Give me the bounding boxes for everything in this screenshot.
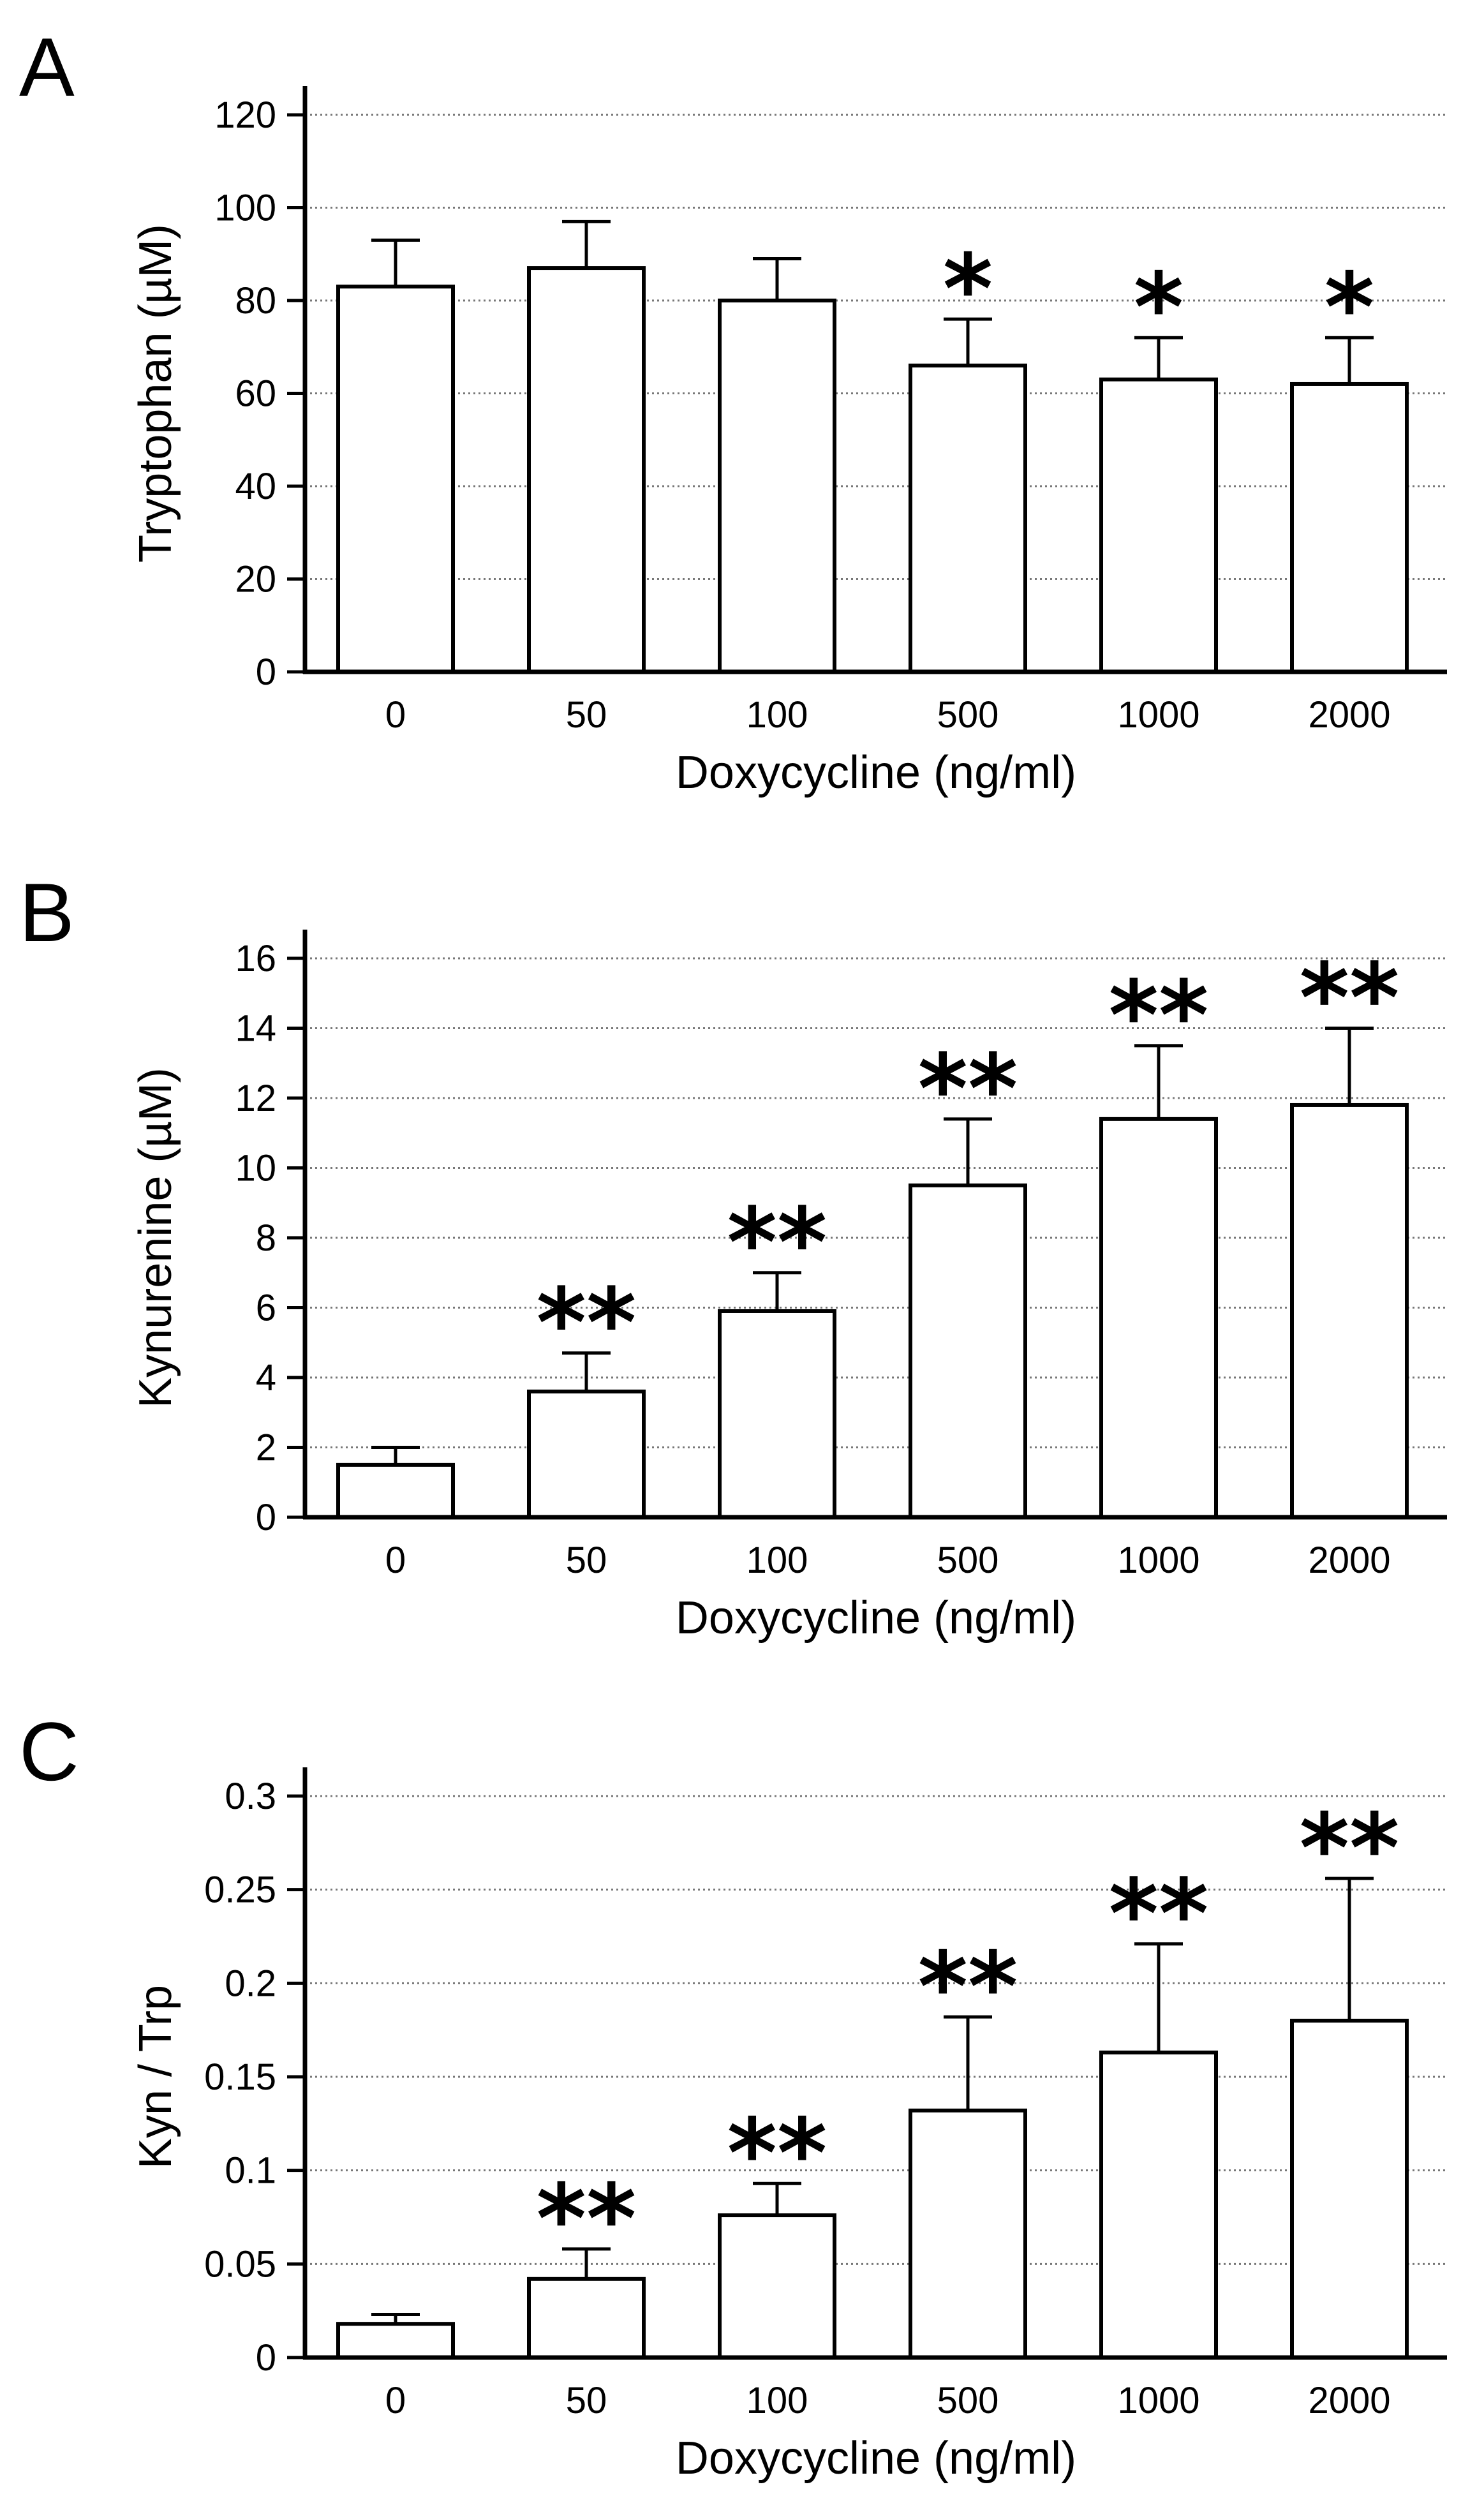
x-tick-label: 500 (937, 1540, 999, 1581)
significance-label: ** (537, 2164, 637, 2275)
significance-label: ** (537, 1268, 637, 1379)
significance-label: ** (727, 1188, 827, 1299)
x-tick-label: 1000 (1117, 694, 1199, 736)
bar (909, 363, 1027, 674)
significance-label: ** (1109, 961, 1209, 1072)
y-axis-title: Tryptophan (µM) (130, 224, 181, 563)
y-tick-label: 0 (256, 651, 276, 693)
bar (718, 299, 836, 674)
y-tick-label: 6 (256, 1288, 276, 1329)
bar (527, 1389, 646, 1519)
y-tick-label: 100 (214, 188, 276, 229)
x-axis-title: Doxycycline (ng/ml) (676, 1593, 1076, 1644)
significance-label: ** (1300, 1794, 1400, 1905)
x-tick-label: 2000 (1308, 2380, 1390, 2421)
bar (336, 2322, 455, 2359)
panel-a: A 0 20 40 60 80 100 120 0 50 100 * 500 * 1000 * 2000 Doxy… (19, 20, 1447, 798)
x-tick-label: 100 (746, 2380, 808, 2421)
bar (1099, 2050, 1218, 2360)
y-tick-label: 2 (256, 1427, 276, 1469)
bar (336, 1462, 455, 1519)
bar (1099, 377, 1218, 674)
y-tick-label: 80 (235, 280, 276, 322)
y-axis-title: Kyn / Trp (130, 1985, 181, 2169)
x-tick-label: 1000 (1117, 2380, 1199, 2421)
x-tick-label: 100 (746, 694, 808, 736)
y-axis-title: Kynurenine (µM) (130, 1067, 181, 1408)
x-tick-label: 500 (937, 2380, 999, 2421)
bar (1099, 1117, 1218, 1519)
bar (1290, 382, 1409, 674)
bar (1290, 1103, 1409, 1519)
significance-label: ** (1300, 944, 1400, 1055)
panel-letter: B (19, 866, 75, 959)
x-tick-label: 2000 (1308, 1540, 1390, 1581)
y-tick-label: 60 (235, 373, 276, 415)
x-axis-title: Doxycycline (ng/ml) (676, 747, 1076, 798)
bar (909, 2108, 1027, 2360)
y-tick-label: 0.3 (225, 1776, 276, 1817)
y-tick-label: 0.1 (225, 2150, 276, 2192)
significance-label: * (1324, 253, 1374, 364)
x-axis-title: Doxycycline (ng/ml) (676, 2433, 1076, 2484)
x-tick-label: 100 (746, 1540, 808, 1581)
significance-label: ** (727, 2098, 827, 2210)
y-tick-label: 4 (256, 1357, 276, 1399)
x-tick-label: 0 (385, 1540, 406, 1581)
y-tick-label: 16 (235, 938, 276, 979)
significance-label: ** (918, 1034, 1018, 1145)
bar (718, 1309, 836, 1520)
x-tick-label: 2000 (1308, 694, 1390, 736)
x-tick-label: 1000 (1117, 1540, 1199, 1581)
bar (909, 1183, 1027, 1519)
bar (527, 2276, 646, 2360)
x-tick-label: 0 (385, 2380, 406, 2421)
x-tick-label: 50 (566, 2380, 607, 2421)
significance-label: ** (918, 1932, 1018, 2043)
significance-label: * (1134, 253, 1183, 364)
y-tick-label: 0.15 (204, 2056, 276, 2098)
y-tick-label: 120 (214, 94, 276, 136)
y-tick-label: 20 (235, 559, 276, 600)
panel-letter: C (19, 1705, 79, 1798)
panel-b: B 0 2 4 6 8 10 12 14 16 0 ** 50 ** 100 ** 500 ** 1000 ** 200… (19, 866, 1447, 1644)
panel-letter: A (19, 20, 75, 114)
x-tick-label: 500 (937, 694, 999, 736)
y-tick-label: 0.05 (204, 2243, 276, 2285)
y-tick-label: 8 (256, 1217, 276, 1259)
bar (527, 266, 646, 674)
y-tick-label: 0 (256, 2337, 276, 2379)
y-tick-label: 0.2 (225, 1963, 276, 2004)
panel-c: C 0 0.05 0.1 0.15 0.2 0.25 0.3 0 ** 50 ** 100 ** 500 **… (19, 1705, 1447, 2484)
y-tick-label: 0.25 (204, 1869, 276, 1911)
x-tick-label: 50 (566, 1540, 607, 1581)
significance-label: * (943, 234, 993, 345)
significance-label: ** (1109, 1859, 1209, 1970)
y-tick-label: 12 (235, 1078, 276, 1119)
bar (718, 2213, 836, 2359)
x-tick-label: 0 (385, 694, 406, 736)
bar (1290, 2019, 1409, 2359)
x-tick-label: 50 (566, 694, 607, 736)
bar (336, 285, 455, 674)
y-tick-label: 40 (235, 466, 276, 507)
y-tick-label: 10 (235, 1148, 276, 1189)
y-tick-label: 0 (256, 1497, 276, 1538)
y-tick-label: 14 (235, 1008, 276, 1050)
